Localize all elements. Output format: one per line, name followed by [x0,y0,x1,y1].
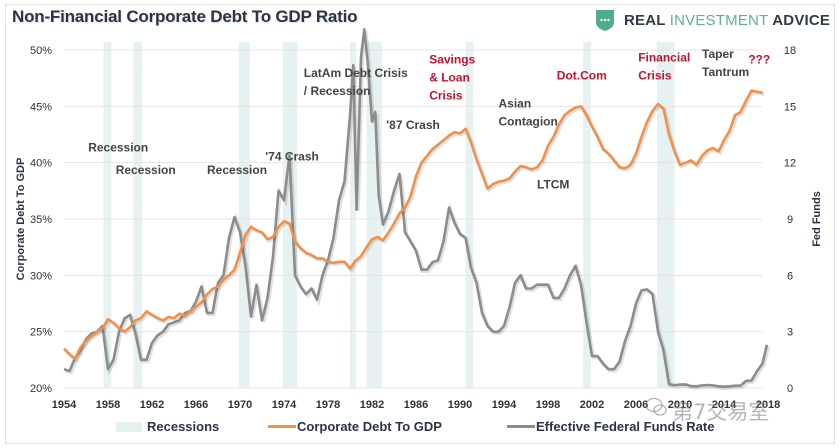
gridlines [64,49,762,389]
legend-label-debt: Corporate Debt To GDP [297,419,442,434]
y-tick-label: 50% [30,45,52,57]
recession-band [583,42,591,388]
recession-band [238,42,250,388]
brand-name-part1: REAL [624,11,666,29]
wechat-icon [645,397,667,416]
recession-band [465,42,474,388]
y-axis-title: Corporate Debt To GDP [15,158,27,281]
annotation-label: ??? [748,53,770,67]
recession-band [366,42,382,388]
chart-title: Non-Financial Corporate Debt To GDP Rati… [12,7,358,26]
y2-tick-label: 9 [787,214,793,226]
y2-tick-label: 3 [787,327,793,339]
legend-swatch-recessions [116,421,142,432]
y-tick-label: 45% [30,101,52,113]
annotation-label: LatAm Debt Crisis / Recession [304,66,408,98]
recession-band [656,42,675,388]
annotation-label: Financial Crisis [638,50,690,82]
chart-legend: Recessions Corporate Debt To GDP Effecti… [0,419,840,439]
x-tick-label: 1958 [96,399,120,411]
annotation-label: Savings & Loan Crisis [429,53,475,103]
recession-band [103,42,112,388]
brand-logo: REAL INVESTMENT ADVICE [594,8,830,32]
x-tick-label: 1970 [228,399,252,411]
annotation-label: Recession [116,163,176,177]
legend-item-recessions: Recessions [116,419,219,434]
y-tick-label: 40% [30,158,52,170]
x-tick-label: 1986 [404,399,428,411]
x-tick-label: 1962 [140,399,164,411]
legend-item-debt: Corporate Debt To GDP [268,419,442,434]
annotation-label: Taper Tantrum [702,47,749,79]
series-lines [63,27,771,390]
annotation-label: Recession [88,140,148,154]
chart-frame [5,4,835,444]
corporate-debt-line [63,89,763,361]
y2-axis-ticks: 0 3 6 9 12 15 18 [784,45,796,395]
y-axis-ticks: 20% 25% 30% 35% 40% 45% 50% [30,45,52,395]
watermark-text: 第7交易室 [672,400,770,424]
x-tick-label: 2018 [756,399,780,411]
x-tick-label: 1954 [52,399,77,411]
brand-name-part2: INVESTMENT [669,11,769,29]
annotation-label: Asian Contagion [499,96,558,128]
recession-band [350,42,356,388]
y2-axis-title: Fed Funds [811,191,823,247]
annotation-label: '87 Crash [386,118,440,132]
x-axis-ticks: 1954 1958 1962 1966 1970 1974 1978 1982 1986 1990… [52,399,780,411]
x-tick-label: 2006 [624,399,648,411]
recession-bands [103,42,675,388]
brand-name-part3: ADVICE [772,11,831,29]
legend-swatch-fedfunds [507,425,535,428]
brand-name: REAL INVESTMENT ADVICE [624,12,830,29]
x-tick-label: 2002 [580,399,604,411]
x-tick-label: 1966 [184,399,208,411]
annotation-label: Recession [207,163,267,177]
y-tick-label: 30% [30,270,52,282]
x-tick-label: 1974 [272,399,297,411]
recession-band [133,42,143,388]
legend-label-fedfunds: Effective Federal Funds Rate [536,419,715,434]
y2-tick-label: 15 [784,101,796,113]
x-tick-label: 1998 [536,399,560,411]
x-tick-label: 1994 [492,399,517,411]
x-tick-label: 2014 [712,399,737,411]
y2-tick-label: 18 [784,45,796,57]
y-tick-label: 20% [30,383,52,395]
legend-swatch-debt [268,425,296,428]
y-tick-label: 25% [30,327,52,339]
x-tick-label: 2010 [668,399,692,411]
x-tick-label: 1982 [360,399,384,411]
legend-item-fedfunds: Effective Federal Funds Rate [507,419,714,434]
annotation-label: '74 Crash [265,149,319,163]
legend-label-recessions: Recessions [147,419,220,434]
recession-band [282,42,298,388]
y2-tick-label: 6 [787,270,793,282]
y-tick-label: 35% [30,214,52,226]
x-tick-label: 1978 [316,399,340,411]
x-tick-label: 1990 [448,399,472,411]
y2-tick-label: 0 [787,383,793,395]
y2-tick-label: 12 [784,158,796,170]
annotation-label: LTCM [537,178,569,192]
shield-icon [596,10,614,31]
annotation-label: Dot.Com [557,68,607,82]
